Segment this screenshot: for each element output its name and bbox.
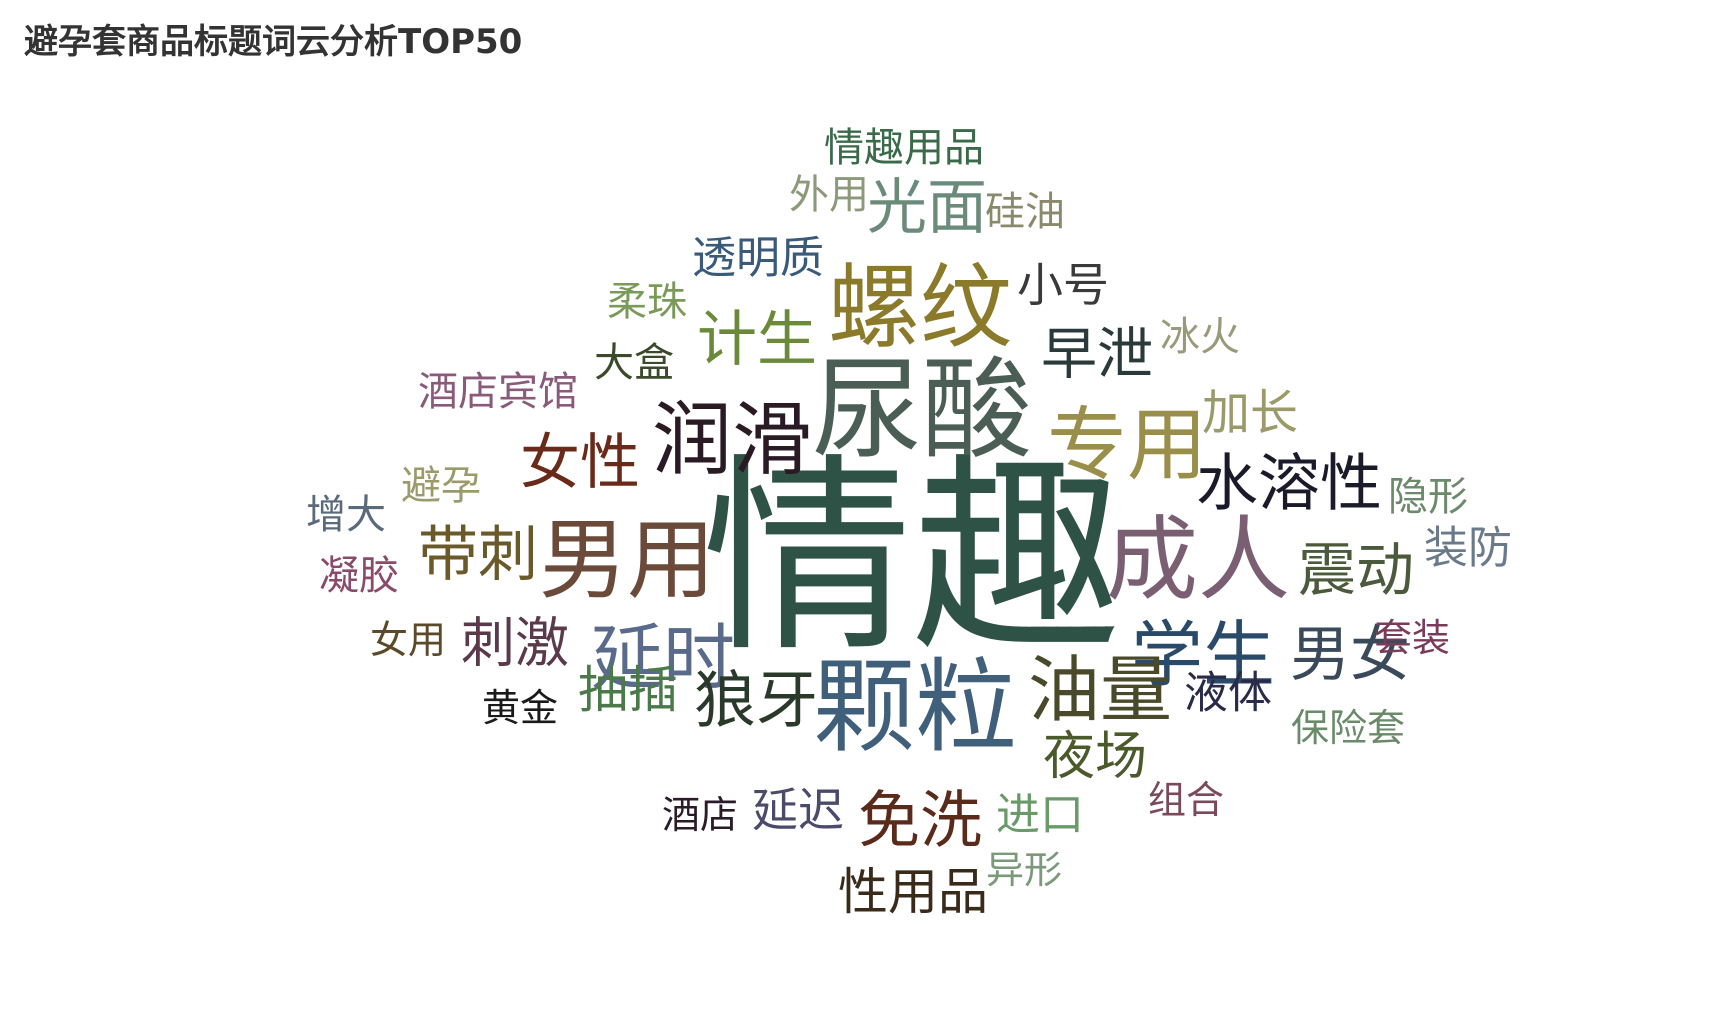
word-19: 计生	[697, 305, 817, 375]
word-39: 柔珠	[607, 279, 687, 325]
word-41: 避孕	[401, 463, 481, 509]
word-36: 外用	[789, 172, 869, 218]
word-45: 套装	[1374, 616, 1450, 660]
word-46: 黄金	[482, 686, 558, 730]
word-20: 免洗	[858, 784, 982, 857]
word-6: 男用	[539, 509, 715, 612]
word-35: 硅油	[985, 189, 1065, 235]
word-37: 冰火	[1160, 314, 1240, 360]
word-34: 酒店宾馆	[418, 369, 578, 415]
word-50: 异形	[986, 848, 1062, 892]
word-16: 震动	[1298, 536, 1414, 604]
chart-title: 避孕套商品标题词云分析TOP50	[24, 22, 523, 62]
word-42: 增大	[306, 492, 386, 538]
word-9: 延时	[591, 616, 735, 700]
word-12: 男女	[1290, 620, 1410, 690]
word-43: 凝胶	[319, 553, 399, 599]
word-28: 液体	[1184, 668, 1272, 719]
word-44: 女用	[370, 618, 446, 662]
word-15: 水溶性	[1196, 447, 1382, 520]
word-22: 刺激	[461, 612, 569, 675]
word-13: 女性	[520, 428, 640, 498]
word-17: 狼牙	[694, 664, 818, 737]
word-7: 专用	[1047, 399, 1207, 492]
word-3: 螺纹	[828, 255, 1012, 362]
word-24: 抽插	[578, 661, 678, 719]
word-21: 早泄	[1041, 323, 1153, 388]
word-33: 情趣用品	[824, 125, 984, 171]
word-18: 光面	[867, 173, 987, 243]
word-5: 成人	[1106, 507, 1290, 614]
word-47: 保险套	[1291, 706, 1405, 750]
word-29: 透明质	[692, 233, 824, 284]
word-27: 延迟	[752, 783, 844, 837]
word-4: 颗粒	[813, 649, 1017, 768]
word-23: 夜场	[1043, 727, 1147, 787]
word-40: 隐形	[1388, 474, 1468, 520]
word-1: 情趣	[702, 436, 1122, 681]
word-8: 润滑	[652, 394, 812, 487]
word-11: 油量	[1028, 648, 1172, 732]
word-38: 大盒	[594, 340, 674, 386]
word-49: 酒店	[662, 793, 738, 837]
word-25: 加长	[1202, 385, 1298, 441]
word-2: 尿酸	[812, 346, 1032, 474]
word-48: 组合	[1148, 778, 1224, 822]
word-30: 进口	[996, 790, 1084, 841]
word-26: 小号	[1017, 258, 1109, 312]
word-31: 装防	[1424, 523, 1512, 574]
word-32: 性用品	[838, 863, 988, 921]
word-10: 学生	[1131, 613, 1275, 697]
word-14: 带刺	[418, 520, 538, 590]
